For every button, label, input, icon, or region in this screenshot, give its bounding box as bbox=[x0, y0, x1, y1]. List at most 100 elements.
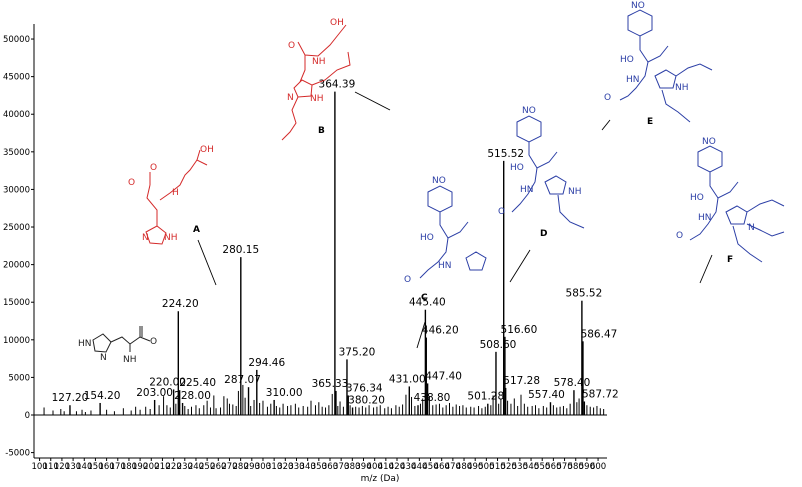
x-tick-label: 370 bbox=[333, 462, 349, 472]
y-tick-label: 10000 bbox=[3, 336, 30, 346]
b-ring-n-label: N bbox=[287, 93, 294, 103]
b-right-chain bbox=[311, 51, 351, 86]
x-tick-label: 510 bbox=[489, 462, 505, 472]
imidazole-ring-b bbox=[293, 79, 313, 98]
x-tick-label: 420 bbox=[389, 462, 405, 472]
f-n-label: N bbox=[748, 223, 755, 233]
peak-label: 287.07 bbox=[224, 374, 261, 386]
d-o-minus-label: O bbox=[498, 207, 505, 217]
e-no2-label: NO bbox=[631, 1, 645, 11]
d-ho-label: HO bbox=[510, 163, 524, 173]
peak-label: 586.47 bbox=[581, 328, 618, 340]
y-tick-label: 30000 bbox=[3, 185, 30, 195]
peak-label: 517.28 bbox=[503, 375, 540, 387]
f-tail bbox=[732, 225, 763, 263]
x-tick-label: 580 bbox=[568, 462, 584, 472]
b-bottom-chain bbox=[281, 96, 299, 141]
imidazole-ring-f bbox=[725, 205, 748, 225]
leader-line-c bbox=[416, 321, 426, 349]
x-tick-label: 260 bbox=[210, 462, 226, 472]
d-chain bbox=[511, 167, 538, 213]
a-nh-label: H bbox=[172, 188, 179, 198]
peak-label: 220.00 bbox=[149, 376, 186, 388]
x-tick-label: 300 bbox=[255, 462, 271, 472]
his-carboxylate bbox=[139, 336, 151, 342]
his-o-label: O bbox=[150, 337, 157, 347]
e-backbone bbox=[639, 36, 669, 63]
structure-f-label: F bbox=[727, 255, 733, 265]
a-ring-n-label: N bbox=[142, 233, 149, 243]
x-tick-label: 280 bbox=[233, 462, 249, 472]
y-tick-label: 20000 bbox=[3, 261, 30, 271]
e-chain bbox=[619, 61, 649, 101]
peak-label: 587.72 bbox=[582, 388, 619, 400]
peak-label: 364.39 bbox=[319, 79, 356, 91]
y-tick-label: 35000 bbox=[3, 148, 30, 158]
x-tick-label: 220 bbox=[166, 462, 182, 472]
a-enol bbox=[196, 149, 201, 161]
peak-label: 225.40 bbox=[179, 377, 216, 389]
x-tick-label: 400 bbox=[367, 462, 383, 472]
y-tick-label: 40000 bbox=[3, 110, 30, 120]
y-tick-label: 5000 bbox=[8, 373, 30, 383]
d-no2-label: NO bbox=[522, 106, 536, 116]
x-tick-label: 310 bbox=[266, 462, 282, 472]
a-oh-label: OH bbox=[200, 145, 214, 155]
structure-e-label: E bbox=[647, 117, 653, 127]
peak-label: 516.60 bbox=[501, 324, 538, 336]
b-nh-label: NH bbox=[312, 57, 326, 67]
b-o-minus-label: O bbox=[288, 41, 295, 51]
y-tick-label: 50000 bbox=[3, 35, 30, 45]
c-no2-label: NO bbox=[432, 176, 446, 186]
peak-label: 585.52 bbox=[566, 288, 603, 300]
e-hn-label: HN bbox=[626, 75, 640, 85]
structure-b-label: B bbox=[318, 126, 325, 136]
imidazole-ring-a bbox=[145, 225, 167, 245]
structure-f bbox=[689, 145, 785, 263]
leader-line-d bbox=[509, 249, 531, 283]
peak-label: 508.60 bbox=[480, 339, 517, 351]
x-tick-label: 380 bbox=[344, 462, 360, 472]
f-no2-label: NO bbox=[702, 137, 716, 147]
x-tick-label: 110 bbox=[43, 462, 59, 472]
y-tick-label: 0 bbox=[25, 411, 30, 421]
peak-label: 501.28 bbox=[467, 391, 504, 403]
imidazole-ring-c bbox=[465, 251, 487, 271]
his-hn-label: HN bbox=[78, 339, 92, 349]
leader-line-a bbox=[197, 239, 217, 286]
peak-label: 375.20 bbox=[339, 346, 376, 358]
b-backbone bbox=[299, 55, 306, 83]
d-hn-label: HN bbox=[520, 185, 534, 195]
x-tick-label: 230 bbox=[177, 462, 193, 472]
f-o-minus-label: O bbox=[676, 231, 683, 241]
x-tick-label: 290 bbox=[244, 462, 260, 472]
his-side-chain bbox=[110, 336, 141, 345]
a-ring-nh-label: NH bbox=[164, 233, 178, 243]
structure-e bbox=[619, 9, 713, 123]
x-tick-label: 440 bbox=[411, 462, 427, 472]
b-ring-nh-label: NH bbox=[310, 94, 324, 104]
spectrum-bars bbox=[43, 91, 605, 415]
x-tick-label: 430 bbox=[400, 462, 416, 472]
his-nh2-label: NH bbox=[123, 355, 137, 365]
x-tick-label: 140 bbox=[76, 462, 92, 472]
axes bbox=[33, 24, 607, 459]
his-n-label: N bbox=[100, 353, 107, 363]
x-tick-label: 240 bbox=[188, 462, 204, 472]
f-chain bbox=[689, 197, 719, 241]
x-tick-label: 520 bbox=[501, 462, 517, 472]
e-nitrophenyl-ring bbox=[627, 9, 653, 37]
x-tick-label: 590 bbox=[579, 462, 595, 472]
peak-label: 445.40 bbox=[409, 297, 446, 309]
x-tick-label: 270 bbox=[221, 462, 237, 472]
x-tick-label: 250 bbox=[199, 462, 215, 472]
x-tick-label: 360 bbox=[322, 462, 338, 472]
x-tick-label: 100 bbox=[31, 462, 47, 472]
c-ho-label: HO bbox=[420, 233, 434, 243]
structure-a bbox=[145, 149, 208, 245]
x-tick-label: 320 bbox=[277, 462, 293, 472]
x-tick-label: 350 bbox=[311, 462, 327, 472]
c-hn-label: HN bbox=[438, 261, 452, 271]
